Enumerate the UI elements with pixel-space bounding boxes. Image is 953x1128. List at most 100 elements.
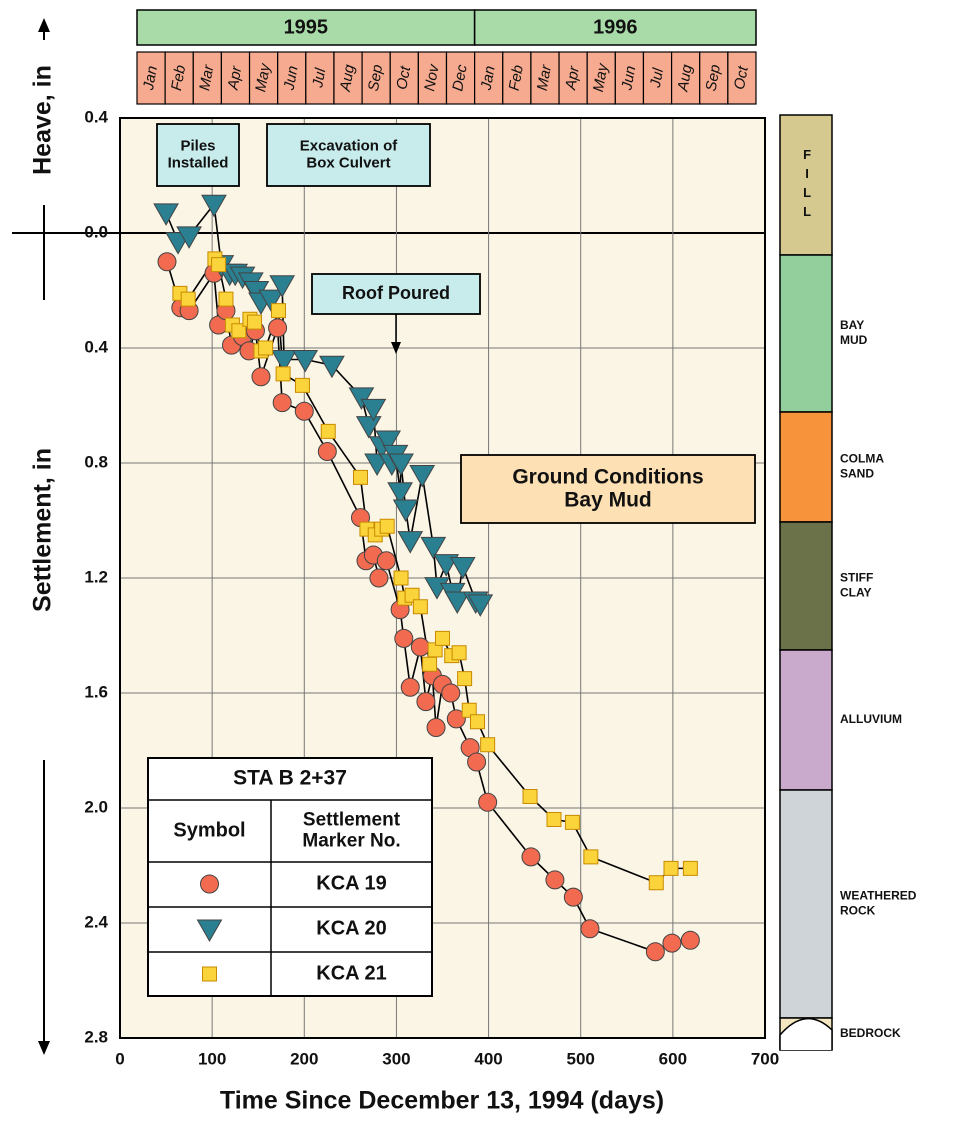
- bedrock-outline: [779, 1017, 833, 1050]
- legend-header-line: Settlement: [303, 810, 401, 831]
- month-label: Mar: [534, 63, 555, 92]
- marker-triangle: [271, 350, 297, 373]
- annotation: Excavation of Box Culvert: [300, 137, 399, 171]
- marker-triangle: [392, 499, 419, 523]
- marker-square: [546, 812, 562, 827]
- marker-circle: [521, 847, 541, 867]
- settlement-label: Settlement, in: [29, 448, 57, 612]
- marker-square: [522, 789, 538, 804]
- annotation: Piles Installed: [168, 137, 229, 171]
- marker-triangle: [387, 482, 413, 505]
- soil-label-line: STIFF: [840, 571, 873, 585]
- soil-layer: [779, 521, 833, 651]
- soil-label: ALLUVIUM: [840, 712, 902, 726]
- legend-header: Settlement Marker No.: [302, 810, 400, 852]
- marker-triangle: [201, 194, 227, 218]
- x-tick-label: 600: [659, 1049, 687, 1068]
- marker-circle: [400, 677, 420, 697]
- soil-layer: [779, 649, 833, 791]
- marker-square: [457, 671, 473, 687]
- month-label: Jan: [478, 65, 499, 93]
- annotation-line: Piles: [180, 137, 215, 154]
- arrow-head: [38, 18, 50, 32]
- annotation-line: Roof Poured: [342, 283, 450, 303]
- soil-label-line: SAND: [840, 467, 874, 481]
- soil-label-line: BAY: [840, 318, 864, 332]
- heave-label: Heave, in: [29, 65, 57, 175]
- marker-triangle: [444, 591, 471, 615]
- month-label: Dec: [449, 63, 470, 93]
- marker-circle: [317, 442, 337, 461]
- soil-label: FILL: [800, 147, 815, 223]
- marker-square: [231, 323, 247, 339]
- month-cell: [333, 51, 363, 105]
- month-label: Feb: [168, 64, 189, 92]
- marker-triangle: [397, 531, 424, 554]
- month-cell: [305, 51, 335, 105]
- soil-label-line: BEDROCK: [840, 1026, 901, 1040]
- y-tick-label: 2.8: [84, 1027, 108, 1046]
- soil-label-line: WEATHERED: [840, 889, 917, 903]
- month-label: Feb: [506, 64, 527, 92]
- month-cell: [445, 51, 476, 105]
- year-label: 1996: [593, 16, 638, 38]
- marker-square: [422, 656, 438, 672]
- marker-triangle: [375, 430, 401, 454]
- soil-label: BEDROCK: [840, 1026, 901, 1040]
- marker-triangle: [319, 355, 345, 379]
- y-tick-label: 1.2: [84, 567, 108, 586]
- marker-triangle: [388, 453, 414, 477]
- month-cell: [586, 51, 616, 105]
- month-cell: [248, 51, 279, 105]
- marker-square: [218, 291, 234, 307]
- month-cell: [474, 51, 504, 105]
- soil-label-line: MUD: [840, 333, 868, 347]
- legend-header: Symbol: [173, 819, 245, 841]
- month-cell: [164, 51, 194, 105]
- annotation-box: [266, 123, 431, 187]
- marker-square: [682, 860, 698, 876]
- marker-square: [451, 645, 467, 661]
- annotation-box: [311, 273, 481, 315]
- marker-triangle: [420, 536, 447, 560]
- month-cell: [530, 51, 560, 105]
- y-tick-label: 2.0: [84, 797, 108, 816]
- x-axis-label: Time Since December 13, 1994 (days): [220, 1087, 664, 1115]
- plot-frame: [119, 117, 766, 1039]
- marker-square: [648, 875, 664, 891]
- year-cell: [473, 9, 757, 46]
- legend-label: KCA 21: [316, 962, 386, 984]
- annotation-box: [156, 123, 240, 187]
- marker-square: [379, 518, 395, 534]
- label-bg: [28, 300, 60, 760]
- month-label: Oct: [393, 64, 414, 91]
- annotation-line: Installed: [168, 154, 229, 171]
- month-label: May: [252, 61, 274, 93]
- marker-triangle: [409, 465, 436, 488]
- month-cell: [389, 51, 419, 105]
- marker-square: [564, 814, 580, 830]
- soil-label-line: COLMA: [840, 452, 884, 466]
- month-cell: [220, 51, 251, 105]
- annotation-line: Box Culvert: [306, 154, 390, 171]
- marker-square: [583, 849, 599, 865]
- marker-circle: [563, 887, 583, 907]
- year-cell: [136, 9, 476, 46]
- legend-symbol: [202, 966, 217, 982]
- marker-circle: [410, 637, 430, 657]
- month-label: May: [590, 61, 612, 93]
- marker-square: [270, 303, 286, 319]
- marker-square: [294, 377, 310, 393]
- annotation: Roof Poured: [342, 283, 450, 303]
- arrow-head: [38, 1041, 50, 1055]
- y-tick-label: 0.4: [84, 107, 108, 126]
- month-label: Jul: [647, 66, 667, 89]
- soil-label: BAY MUD: [840, 318, 868, 347]
- soil-label-line: ALLUVIUM: [840, 712, 902, 726]
- marker-circle: [376, 551, 396, 571]
- annotation: Ground Conditions Bay Mud: [512, 465, 703, 511]
- legend-title: STA B 2+37: [233, 767, 347, 790]
- marker-triangle: [348, 387, 375, 410]
- marker-circle: [394, 628, 414, 648]
